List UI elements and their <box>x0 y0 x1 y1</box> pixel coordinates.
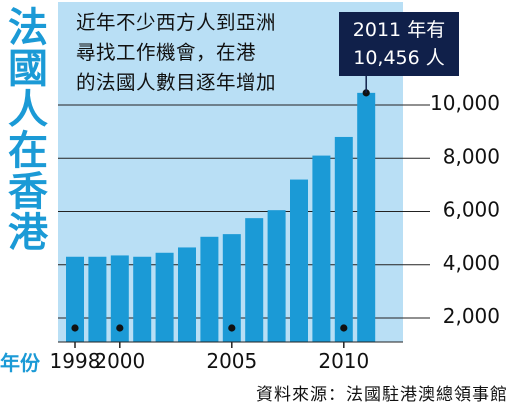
y-tick-label: 2,000 <box>443 304 500 328</box>
bar-2004 <box>200 236 219 342</box>
bar-1999 <box>88 256 107 342</box>
x-axis-unit-label: 年份 <box>0 351 40 375</box>
bar-2010 <box>334 136 353 342</box>
callout-line: 10,456 人 <box>353 47 445 69</box>
x-tick-label: 2005 <box>206 349 257 373</box>
bar-2002 <box>155 252 174 342</box>
y-tick-label: 8,000 <box>443 144 500 168</box>
x-tick-label: 2000 <box>94 349 145 373</box>
y-tick-label: 10,000 <box>430 91 500 115</box>
bar-2000 <box>110 255 129 342</box>
x-tick-label: 1998 <box>50 349 101 373</box>
marker-2005 <box>228 324 236 332</box>
source-note: 資料來源：法國駐港澳總領事館 <box>256 385 508 405</box>
bar-2007 <box>267 210 286 342</box>
y-tick-label: 4,000 <box>443 251 500 275</box>
bar-2008 <box>290 179 308 342</box>
x-tick-label: 2010 <box>318 349 369 373</box>
marker-1998 <box>71 324 79 332</box>
marker-2000 <box>116 324 124 332</box>
bar-2003 <box>178 247 196 342</box>
bar-2006 <box>245 218 264 342</box>
bar-2001 <box>133 256 152 342</box>
bar-2005 <box>222 234 241 342</box>
bar-2011 <box>357 92 376 342</box>
subtitle-line: 尋找工作機會，在港 <box>76 41 257 64</box>
subtitle-line: 的法國人數目逐年增加 <box>76 71 277 94</box>
bar-1998 <box>66 256 84 342</box>
year-markers <box>71 76 370 332</box>
y-axis-ticks: 2,000 4,000 6,000 8,000 10,000 <box>430 91 500 328</box>
callout-2011: 2011 年有 10,456 人 <box>339 12 459 76</box>
bars <box>66 92 376 342</box>
bar-2009 <box>312 155 331 342</box>
subtitle-line: 近年不少西方人到亞洲 <box>76 11 277 34</box>
marker-2010 <box>340 324 348 332</box>
chart-title: 法國人在香港 <box>1 6 47 252</box>
callout-line: 2011 年有 <box>352 19 446 41</box>
chart-subtitle: 近年不少西方人到亞洲 尋找工作機會，在港 的法國人數目逐年增加 <box>76 8 336 98</box>
y-tick-label: 6,000 <box>443 198 500 222</box>
